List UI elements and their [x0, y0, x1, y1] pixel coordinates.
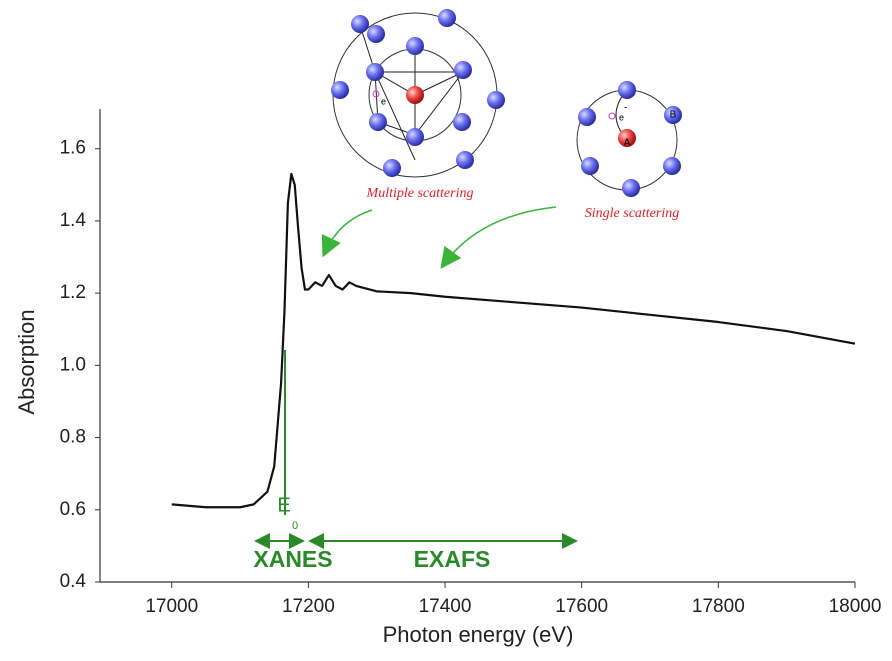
- y-tick-label: 1.4: [60, 210, 87, 231]
- atom-b-label: B: [670, 110, 677, 121]
- y-tick-label: 0.4: [60, 571, 87, 592]
- y-tick-label: 1.6: [60, 138, 86, 159]
- single-label: Single scattering: [585, 206, 680, 221]
- x-tick-label: 17600: [555, 596, 608, 617]
- electron-label: e: [381, 96, 386, 106]
- electron-label: e: [619, 112, 624, 122]
- x-tick-label: 17400: [419, 596, 472, 617]
- multiple-label: Multiple scattering: [366, 186, 474, 201]
- x-tick-label: 17800: [692, 596, 745, 617]
- y-tick-label: 0.6: [60, 499, 86, 520]
- y-axis-title: Absorption: [14, 309, 39, 414]
- y-tick-label: 1.0: [60, 354, 86, 375]
- x-tick-label: 18000: [829, 596, 882, 617]
- x-tick-label: 17000: [145, 596, 198, 617]
- y-tick-label: 1.2: [60, 282, 86, 303]
- x-tick-label: 17200: [282, 596, 335, 617]
- x-axis-title: Photon energy (eV): [383, 622, 574, 647]
- xanes-label: XANES: [253, 546, 332, 572]
- y-tick-label: 0.8: [60, 427, 86, 448]
- single-arrow: [440, 206, 557, 269]
- single-diagram: [576, 81, 682, 197]
- exafs-label: EXAFS: [414, 546, 491, 572]
- charge-label: -: [624, 103, 627, 114]
- edge-subscript: 0: [292, 520, 298, 532]
- atom-a-label: A: [624, 138, 631, 149]
- edge-label: E: [277, 494, 290, 516]
- multiple-arrow: [321, 209, 373, 258]
- data-line: [171, 172, 856, 509]
- multiple-diagram: [331, 9, 505, 178]
